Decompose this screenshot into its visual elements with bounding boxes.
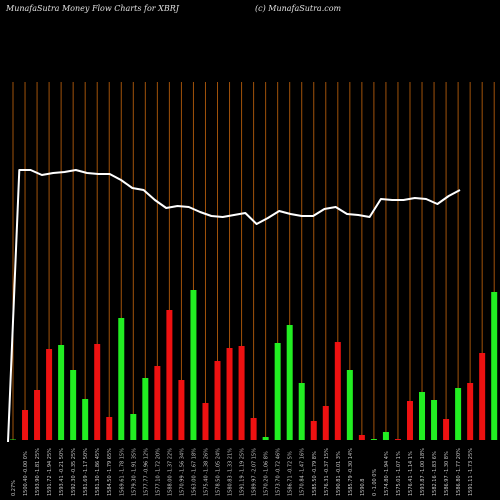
x-tick-label: 0 -1.00 0% <box>372 469 378 496</box>
x-tick-label: 1584.50 -1.79 65% <box>107 448 113 496</box>
bar <box>370 439 377 440</box>
x-tick-label: 1589.97 -2.07 15% <box>252 448 258 496</box>
bar <box>455 388 462 440</box>
bar <box>346 370 353 440</box>
bar <box>310 421 317 440</box>
bar <box>286 325 293 440</box>
x-tick-label: 1586.97 -1.30 8% <box>444 451 450 496</box>
x-tick-label: 1576.31 -0.37 15% <box>324 448 330 496</box>
bar <box>70 370 77 440</box>
x-tick-label: 1570.99 -1.56 34% <box>179 448 185 496</box>
bar <box>202 403 209 440</box>
x-tick-label: 1563.00 -1.67 18% <box>191 448 197 496</box>
x-tick-label: 1576.41 -1.14 1% <box>408 451 414 496</box>
x-tick-label: 1591.72 -1.94 25% <box>47 448 53 496</box>
bar <box>262 437 269 440</box>
price-line <box>7 169 461 443</box>
x-tick-label: 1582.16 -1.83 6% <box>432 451 438 496</box>
bar <box>142 378 149 440</box>
bar <box>238 346 245 440</box>
bar <box>467 383 474 440</box>
bar <box>394 439 401 440</box>
x-tick-label: 1581.30 -1.86 45% <box>95 448 101 496</box>
bar <box>443 419 450 440</box>
x-tick-label: 1591.19 -1.19 25% <box>240 448 246 496</box>
bar <box>419 392 426 440</box>
x-tick-label: 1586.80 -1.77 20% <box>456 448 462 496</box>
x-tick-label: 1577.77 -0.96 12% <box>143 448 149 496</box>
x-tick-label: 1574.80 -1.94 4% <box>384 451 390 496</box>
bar <box>322 406 329 440</box>
x-tick-label: 1573.70 -0.72 46% <box>276 448 282 496</box>
x-tick-label: 1570.84 -1.47 16% <box>300 448 306 496</box>
x-tick-label: 1500.40 -0.00 0% <box>23 451 29 496</box>
bar <box>358 435 365 440</box>
bar <box>178 380 185 440</box>
x-tick-label: 1586.71 -0.72 5% <box>288 451 294 496</box>
chart-title: MunafaSutra Money Flow Charts for XBRJ <box>6 4 179 13</box>
bar <box>166 310 173 440</box>
bar <box>491 292 498 440</box>
bar <box>250 418 257 440</box>
bar <box>118 318 125 440</box>
bar <box>10 439 16 440</box>
bar <box>214 361 221 440</box>
x-tick-label: 1578.50 -1.05 24% <box>216 448 222 496</box>
x-tick-labels: 0.27% 1500.40 -0.00 0% 1593.90 -1.81 25% 15… <box>11 448 474 496</box>
x-tick-label: 1577.10 -1.72 20% <box>155 448 161 496</box>
x-tick-label: 1579.30 -1.91 35% <box>131 448 137 496</box>
bar <box>382 432 389 440</box>
x-tick-label: 1569.61 -1.78 15% <box>119 448 125 496</box>
bar <box>226 348 233 440</box>
bar <box>274 343 281 440</box>
x-tick-label: 1591.11 -1.73 25% <box>468 448 474 496</box>
bar-series <box>10 290 498 440</box>
bar <box>154 366 161 440</box>
x-tick-label: 1592.30 -0.35 25% <box>71 448 77 496</box>
x-tick-label: 0.27% <box>11 480 17 496</box>
x-tick-label: 1585.79 -0.30 14% <box>348 448 354 496</box>
x-tick-label: 1593.87 -1.00 18% <box>420 448 426 496</box>
x-tick-label: 1580.83 -1.33 21% <box>228 448 234 496</box>
x-tick-label: 1570.20 -1.06 8% <box>264 451 270 496</box>
bar <box>58 345 65 440</box>
x-tick-label: 1575.40 -1.38 26% <box>203 448 209 496</box>
bar <box>106 417 113 440</box>
bar <box>406 401 413 440</box>
x-tick-label: 1575.01 -1.07 1% <box>396 451 402 496</box>
bar <box>479 353 486 440</box>
bar <box>334 342 341 440</box>
x-tick-label: 1588.00 -1.37 22% <box>167 448 173 496</box>
x-tick-label: 1581.69 -1.17 50% <box>83 448 89 496</box>
bar <box>431 400 438 440</box>
x-tick-label: 1585.50 -0.79 8% <box>312 451 318 496</box>
site-credit: (c) MunafaSutra.com <box>255 4 342 13</box>
bar <box>190 290 197 440</box>
x-tick-label: 1590.8 <box>360 479 366 497</box>
bar <box>46 349 53 440</box>
x-tick-label: 1593.41 -0.21 50% <box>59 448 65 496</box>
grid-lines <box>12 82 495 440</box>
bar <box>298 383 305 440</box>
bar <box>22 410 29 440</box>
bar <box>34 390 41 440</box>
bar <box>82 399 89 440</box>
x-tick-label: 1590.81 -0.01 3% <box>336 451 342 496</box>
bar <box>130 414 137 440</box>
bar <box>94 344 101 440</box>
x-tick-label: 1593.90 -1.81 25% <box>35 448 41 496</box>
price-line-series <box>7 169 461 443</box>
